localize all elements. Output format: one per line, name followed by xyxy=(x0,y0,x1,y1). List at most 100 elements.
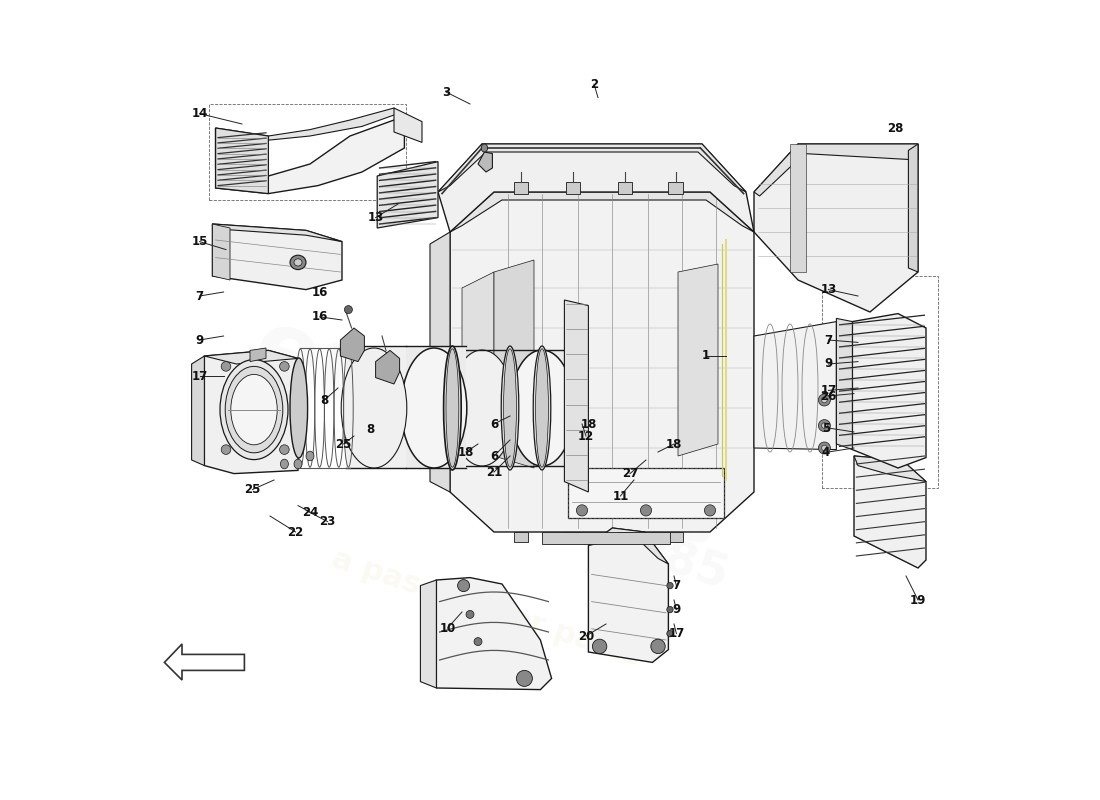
Text: #1085: #1085 xyxy=(558,504,735,600)
Polygon shape xyxy=(205,350,298,474)
Polygon shape xyxy=(852,314,926,468)
Text: 6: 6 xyxy=(490,418,498,430)
Polygon shape xyxy=(754,322,836,450)
Text: 6: 6 xyxy=(490,450,498,462)
Ellipse shape xyxy=(290,255,306,270)
Text: 19: 19 xyxy=(910,594,926,606)
Ellipse shape xyxy=(306,451,313,461)
Polygon shape xyxy=(437,578,551,690)
Ellipse shape xyxy=(818,394,830,406)
Polygon shape xyxy=(375,350,399,384)
Ellipse shape xyxy=(466,610,474,618)
Polygon shape xyxy=(250,348,266,362)
Text: 22: 22 xyxy=(287,526,304,538)
Ellipse shape xyxy=(402,348,466,468)
Text: 5: 5 xyxy=(822,422,830,434)
Polygon shape xyxy=(618,182,632,194)
Text: 10: 10 xyxy=(440,622,455,634)
Ellipse shape xyxy=(667,630,673,637)
Ellipse shape xyxy=(226,366,283,453)
Ellipse shape xyxy=(640,505,651,516)
Ellipse shape xyxy=(294,459,302,469)
Ellipse shape xyxy=(474,638,482,646)
Ellipse shape xyxy=(502,346,519,470)
Text: 18: 18 xyxy=(458,446,474,458)
Text: 17: 17 xyxy=(191,370,208,382)
Ellipse shape xyxy=(279,362,289,371)
Polygon shape xyxy=(377,162,438,228)
Ellipse shape xyxy=(667,606,673,613)
Ellipse shape xyxy=(220,359,288,459)
Polygon shape xyxy=(212,224,230,280)
Text: 17: 17 xyxy=(669,627,684,640)
Text: 23: 23 xyxy=(319,515,336,528)
Polygon shape xyxy=(346,346,406,468)
Polygon shape xyxy=(754,144,918,312)
Ellipse shape xyxy=(822,445,827,451)
Polygon shape xyxy=(212,224,342,290)
Text: 14: 14 xyxy=(191,107,208,120)
Ellipse shape xyxy=(294,258,302,266)
Text: a passion for parts: a passion for parts xyxy=(328,544,645,672)
Ellipse shape xyxy=(231,374,277,445)
Ellipse shape xyxy=(221,445,231,454)
Polygon shape xyxy=(494,260,534,468)
Text: 17: 17 xyxy=(821,384,836,397)
Text: 2: 2 xyxy=(590,78,598,90)
Text: 28: 28 xyxy=(888,122,904,134)
Polygon shape xyxy=(618,532,632,542)
Ellipse shape xyxy=(651,639,666,654)
Ellipse shape xyxy=(446,349,459,467)
Polygon shape xyxy=(566,532,581,542)
Text: 24: 24 xyxy=(301,506,318,518)
Polygon shape xyxy=(462,272,494,456)
Text: 7: 7 xyxy=(672,579,681,592)
Polygon shape xyxy=(450,350,512,466)
Text: 26: 26 xyxy=(821,390,837,402)
Ellipse shape xyxy=(818,419,830,431)
Text: 13: 13 xyxy=(821,283,836,296)
Polygon shape xyxy=(588,528,669,564)
Ellipse shape xyxy=(822,397,827,403)
Polygon shape xyxy=(394,108,422,142)
Text: 13: 13 xyxy=(367,211,384,224)
Polygon shape xyxy=(909,144,918,272)
Ellipse shape xyxy=(822,422,827,429)
Text: 16: 16 xyxy=(311,310,328,323)
Ellipse shape xyxy=(536,349,549,467)
Text: 11: 11 xyxy=(613,490,628,502)
Ellipse shape xyxy=(504,349,516,467)
Polygon shape xyxy=(514,182,528,194)
Polygon shape xyxy=(512,350,574,466)
Text: 4: 4 xyxy=(822,446,830,458)
Polygon shape xyxy=(450,192,754,232)
Text: 16: 16 xyxy=(311,286,328,298)
Text: euro: euro xyxy=(241,301,507,467)
Polygon shape xyxy=(564,300,589,492)
Text: 7: 7 xyxy=(196,290,204,302)
Polygon shape xyxy=(790,144,806,272)
Ellipse shape xyxy=(450,350,514,466)
Text: 7: 7 xyxy=(824,334,833,346)
Ellipse shape xyxy=(458,579,470,592)
Polygon shape xyxy=(212,224,342,242)
Ellipse shape xyxy=(481,144,487,152)
Text: 3: 3 xyxy=(442,86,450,98)
Ellipse shape xyxy=(280,459,288,469)
Polygon shape xyxy=(836,318,852,450)
Polygon shape xyxy=(514,532,528,542)
Ellipse shape xyxy=(516,670,532,686)
Text: 20: 20 xyxy=(578,630,594,642)
Ellipse shape xyxy=(667,582,673,589)
Text: carparts: carparts xyxy=(406,400,726,560)
Polygon shape xyxy=(588,528,669,662)
Text: 9: 9 xyxy=(824,358,833,370)
Ellipse shape xyxy=(593,639,607,654)
Ellipse shape xyxy=(290,358,308,458)
Polygon shape xyxy=(669,182,683,194)
Ellipse shape xyxy=(534,346,551,470)
Text: 15: 15 xyxy=(191,235,208,248)
Polygon shape xyxy=(568,468,725,518)
Ellipse shape xyxy=(818,442,830,454)
Text: 9: 9 xyxy=(672,603,681,616)
